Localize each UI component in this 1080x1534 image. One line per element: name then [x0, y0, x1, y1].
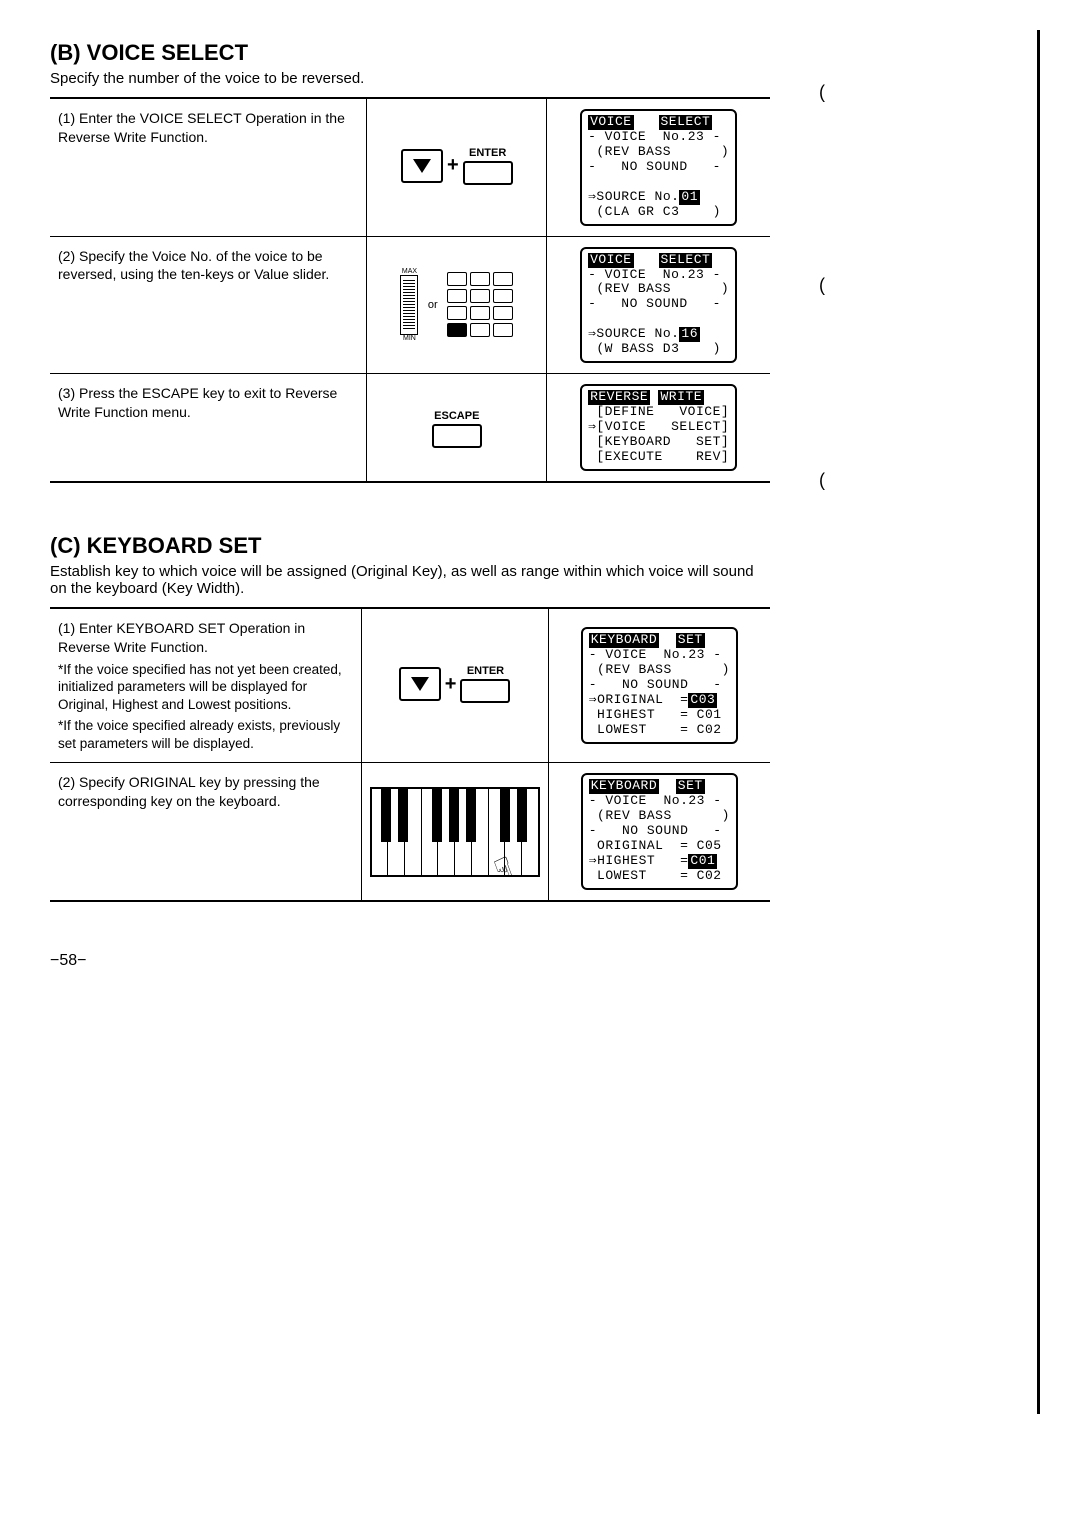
step-note: *If the voice specified already exists, …	[58, 717, 353, 752]
section-b-subtitle: Specify the number of the voice to be re…	[50, 70, 770, 87]
section-b-heading: (B) VOICE SELECT	[50, 40, 770, 66]
lcd-display: KEYBOARD SET - VOICE No.23 - (REV BASS )…	[548, 763, 770, 901]
plus-symbol: +	[445, 673, 457, 696]
table-row: (1) Enter the VOICE SELECT Operation in …	[50, 98, 770, 236]
step-note: *If the voice specified has not yet been…	[58, 661, 353, 714]
step-illustration: + ENTER	[367, 98, 547, 236]
section-c-subtitle: Establish key to which voice will be ass…	[50, 563, 770, 597]
lcd-display: KEYBOARD SET - VOICE No.23 - (REV BASS )…	[548, 608, 770, 763]
table-row: (3) Press the ESCAPE key to exit to Reve…	[50, 374, 770, 482]
piano-keyboard: ☟	[370, 787, 540, 877]
step-illustration: MAX MIN or	[367, 236, 547, 374]
cursor-down-key	[399, 667, 441, 701]
scan-artifact: (	[819, 275, 825, 296]
table-row: (2) Specify the Voice No. of the voice t…	[50, 236, 770, 374]
section-b-table: (1) Enter the VOICE SELECT Operation in …	[50, 97, 770, 483]
enter-key-label: ENTER	[467, 665, 504, 677]
ten-key-pad	[447, 272, 513, 337]
table-row: (2) Specify ORIGINAL key by pressing the…	[50, 763, 770, 901]
value-slider	[400, 275, 418, 335]
page-number: −58−	[50, 952, 770, 970]
step-description: (1) Enter KEYBOARD SET Operation in Reve…	[50, 608, 361, 763]
scan-artifact: (	[819, 82, 825, 103]
step-illustration: ESCAPE	[367, 374, 547, 482]
step-description: (2) Specify ORIGINAL key by pressing the…	[50, 763, 361, 901]
escape-key	[432, 424, 482, 448]
or-label: or	[428, 299, 438, 311]
lcd-display: VOICE SELECT - VOICE No.23 - (REV BASS )…	[547, 236, 770, 374]
section-c-table: (1) Enter KEYBOARD SET Operation in Reve…	[50, 607, 770, 902]
step-description: (3) Press the ESCAPE key to exit to Reve…	[50, 374, 367, 482]
section-c-heading: (C) KEYBOARD SET	[50, 533, 770, 559]
enter-key	[460, 679, 510, 703]
enter-key	[463, 161, 513, 185]
scan-artifact: (	[819, 470, 825, 491]
enter-key-label: ENTER	[469, 147, 506, 159]
step-illustration: + ENTER	[361, 608, 548, 763]
step-description: (2) Specify the Voice No. of the voice t…	[50, 236, 367, 374]
cursor-down-key	[401, 149, 443, 183]
plus-symbol: +	[447, 154, 459, 177]
table-row: (1) Enter KEYBOARD SET Operation in Reve…	[50, 608, 770, 763]
step-description: (1) Enter the VOICE SELECT Operation in …	[50, 98, 367, 236]
step-illustration: ☟	[361, 763, 548, 901]
escape-key-label: ESCAPE	[434, 410, 479, 422]
lcd-display: VOICE SELECT - VOICE No.23 - (REV BASS )…	[547, 98, 770, 236]
lcd-display: REVERSE WRITE [DEFINE VOICE] ⇒[VOICE SEL…	[547, 374, 770, 482]
scan-edge	[1037, 30, 1040, 1414]
